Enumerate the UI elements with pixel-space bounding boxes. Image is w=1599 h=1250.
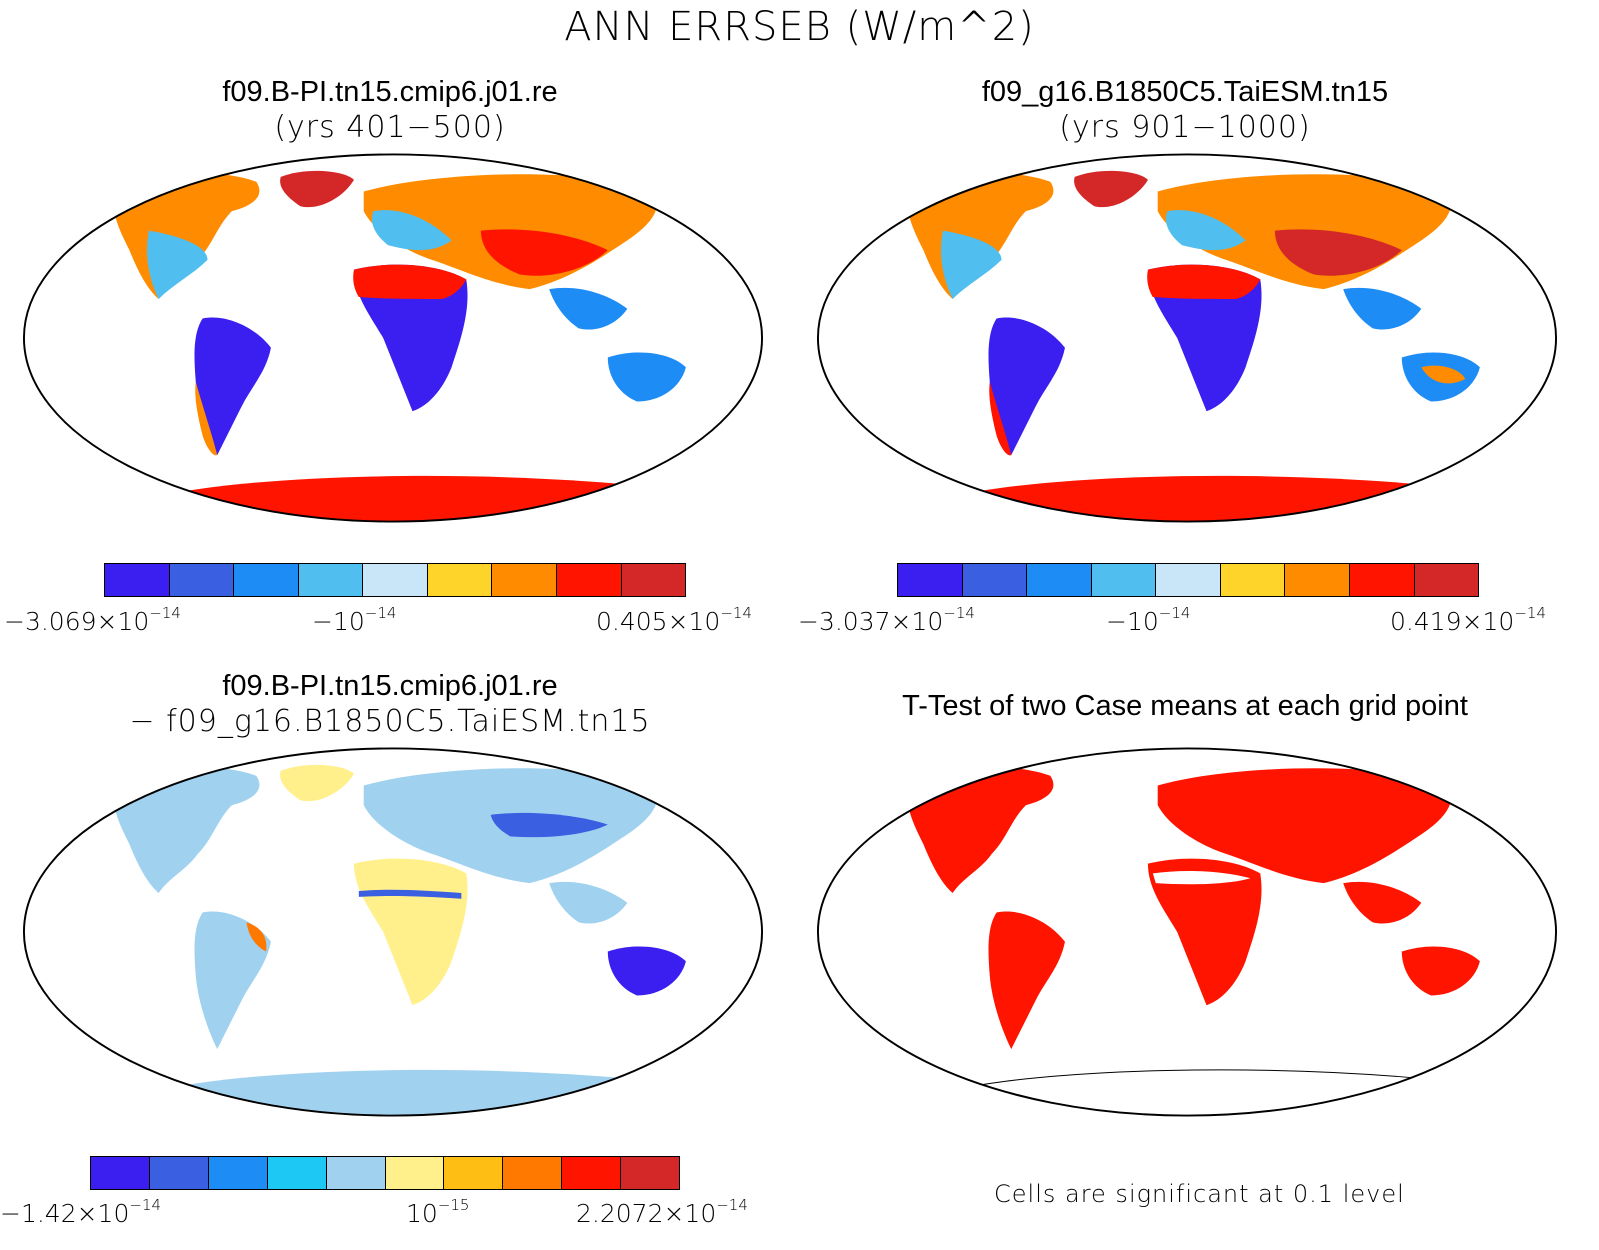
africa [353, 264, 468, 412]
colorbar-box-7 [1285, 564, 1350, 596]
colorbar-box-8 [1349, 564, 1415, 596]
colorbar-box-3 [208, 1157, 268, 1189]
panel-3-map [22, 747, 764, 1117]
australia [607, 352, 686, 402]
panel-1-title-line2: (yrs 401−500) [274, 110, 506, 145]
colorbar-box-5 [326, 1157, 386, 1189]
panel-2-title-line1: f09_g16.B1850C5.TaiESM.tn15 [981, 76, 1389, 108]
north-america [113, 173, 260, 299]
panel-3-title-line2: − f09_g16.B1850C5.TaiESM.tn15 [129, 704, 651, 739]
colorbar-box-2 [149, 1157, 209, 1189]
colorbar-box-7 [444, 1157, 504, 1189]
south-america [194, 317, 271, 456]
panel-4-title-line1: T-Test of two Case means at each grid po… [902, 690, 1468, 722]
colorbar-box-2 [962, 564, 1028, 596]
panel-4-footnote: Cells are significant at 0.1 level [994, 1180, 1405, 1208]
southeast-asia [549, 287, 628, 330]
colorbar-box-6 [1220, 564, 1286, 596]
colorbar-box-8 [556, 564, 622, 596]
colorbar-box-4 [1091, 564, 1157, 596]
panel-3-title: f09.B-PI.tn15.cmip6.j01.re − f09_g16.B18… [10, 668, 770, 740]
panel-1-title-line1: f09.B-PI.tn15.cmip6.j01.re [222, 76, 558, 108]
panel-2-map [816, 153, 1558, 523]
colorbar-box-10 [621, 1157, 680, 1189]
figure-title: ANN ERRSEB (W/m^2) [564, 4, 1035, 50]
colorbar-box-6 [427, 564, 493, 596]
colorbar-box-5 [363, 564, 428, 596]
colorbar-box-8 [503, 1157, 563, 1189]
panel-3-colorbar-mid-label: 10−15 [406, 1196, 470, 1228]
panel-4-title: T-Test of two Case means at each grid po… [805, 688, 1565, 724]
colorbar-box-4 [298, 564, 364, 596]
panel-1-colorbar-max-label: 0.405×10−14 [596, 604, 752, 636]
panel-3-colorbar-max-label: 2.2072×10−14 [576, 1196, 748, 1228]
colorbar-box-2 [169, 564, 235, 596]
panel-3-title-line1: f09.B-PI.tn15.cmip6.j01.re [222, 670, 558, 702]
colorbar-box-1 [105, 564, 170, 596]
panel-1-colorbar [104, 563, 686, 597]
panel-2-colorbar-max-label: 0.419×10−14 [1390, 604, 1546, 636]
panel-4-map [816, 747, 1558, 1117]
panel-1-title: f09.B-PI.tn15.cmip6.j01.re (yrs 401−500) [10, 74, 770, 146]
panel-2-colorbar [897, 563, 1479, 597]
panel-2-title-line2: (yrs 901−1000) [1059, 110, 1311, 145]
panel-1-colorbar-min-label: −3.069×10−14 [4, 604, 181, 636]
colorbar-box-6 [385, 1157, 445, 1189]
panel-3-colorbar [90, 1156, 680, 1190]
colorbar-box-1 [898, 564, 963, 596]
panel-3-colorbar-min-label: −1.42×10−14 [0, 1196, 162, 1228]
panel-2-colorbar-min-label: −3.037×10−14 [798, 604, 975, 636]
panel-2-colorbar-mid-label: −10−14 [1106, 604, 1191, 636]
panel-2-title: f09_g16.B1850C5.TaiESM.tn15 (yrs 901−100… [805, 74, 1565, 146]
colorbar-box-7 [492, 564, 557, 596]
colorbar-box-4 [267, 1157, 327, 1189]
panel-1-colorbar-mid-label: −10−14 [312, 604, 397, 636]
colorbar-box-3 [234, 564, 299, 596]
panel-1-map [22, 153, 764, 523]
colorbar-box-9 [621, 564, 686, 596]
greenland [280, 170, 354, 208]
colorbar-box-5 [1156, 564, 1221, 596]
colorbar-box-9 [562, 1157, 622, 1189]
colorbar-box-9 [1414, 564, 1479, 596]
colorbar-box-1 [91, 1157, 150, 1189]
colorbar-box-3 [1027, 564, 1092, 596]
